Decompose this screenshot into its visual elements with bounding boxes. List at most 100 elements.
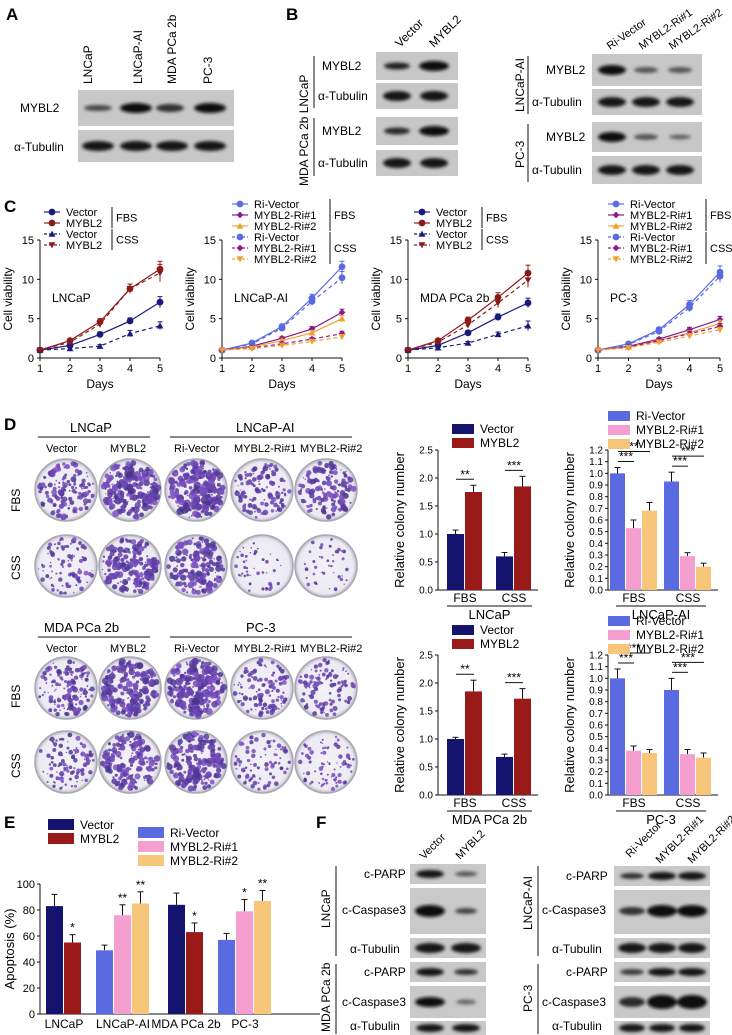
- colony-dot: [320, 467, 326, 473]
- colony-dot: [323, 701, 329, 706]
- colony-dot: [176, 482, 182, 487]
- colony-dot: [191, 537, 194, 540]
- colony-dot: [66, 544, 70, 548]
- colony-dot: [326, 674, 330, 678]
- bar: [626, 528, 641, 590]
- colony-dot: [107, 698, 110, 702]
- colony-dot: [203, 733, 210, 740]
- colony-dot: [201, 566, 206, 571]
- colony-dot: [67, 659, 73, 665]
- colony-dot: [320, 751, 323, 755]
- colony-dot: [315, 496, 319, 501]
- colony-dot: [133, 712, 137, 717]
- data-point: [66, 339, 74, 346]
- y-tick-label: 0.4: [589, 539, 603, 550]
- colony-dot: [56, 771, 58, 773]
- colony-dot: [44, 490, 49, 495]
- data-point: [494, 294, 502, 301]
- colony-dot: [47, 497, 53, 503]
- colony-dot: [321, 742, 324, 744]
- colony-dot: [266, 740, 271, 745]
- y-tick-label: 15: [390, 235, 402, 247]
- colony-dot: [338, 698, 342, 702]
- x-tick-label: 1: [595, 363, 601, 375]
- colony-dot: [243, 565, 247, 570]
- colony-dot: [135, 680, 140, 684]
- legend-label: MYBL2: [436, 218, 472, 230]
- colony-dot: [185, 480, 188, 483]
- colony-dot: [145, 695, 150, 700]
- colony-dot: [45, 494, 50, 499]
- colony-dot: [238, 495, 242, 499]
- colony-dot: [56, 589, 59, 592]
- y-tick-label: 1.1: [589, 457, 603, 468]
- colony-dot: [113, 464, 118, 470]
- significance-label: **: [629, 440, 639, 454]
- bar: [114, 915, 131, 1014]
- colony-dot: [279, 695, 284, 700]
- colony-dot: [198, 536, 203, 541]
- x-tick-label: FBS: [453, 796, 476, 810]
- bar: [664, 690, 679, 795]
- band: [648, 968, 676, 976]
- colony-dot: [203, 699, 208, 704]
- y-tick-label: 0.5: [589, 527, 603, 538]
- colony-dot: [75, 735, 81, 741]
- colony-dot: [211, 549, 213, 552]
- colony-dot: [84, 671, 87, 674]
- x-tick-label: MDA PCa 2b: [151, 1017, 221, 1031]
- colony-dot: [205, 703, 210, 708]
- colony-dot: [172, 567, 178, 573]
- colony-dot: [348, 757, 351, 761]
- x-axis-label: Days: [268, 377, 295, 391]
- colony-dot: [254, 737, 259, 742]
- colony-dot: [281, 746, 284, 749]
- y-tick-label: 0.3: [589, 551, 603, 562]
- colony-dot: [138, 674, 141, 676]
- colony-dot: [287, 760, 291, 764]
- colony-dot: [58, 481, 61, 484]
- row-label: α-Tubulin: [532, 95, 582, 109]
- colony-dot: [74, 748, 80, 754]
- colony-dot: [206, 587, 213, 594]
- colony-dot: [330, 669, 334, 673]
- colony-dot: [320, 762, 324, 765]
- colony-dot: [113, 546, 118, 551]
- y-axis-label: Cell viability: [183, 267, 197, 330]
- colony-dot: [154, 692, 160, 698]
- band: [420, 158, 448, 168]
- colony-dot: [42, 671, 47, 676]
- colony-dot: [325, 465, 328, 468]
- data-point: [418, 208, 426, 216]
- colony-dot: [127, 731, 135, 739]
- row-label: MYBL2: [546, 130, 586, 144]
- colony-dot: [203, 546, 210, 553]
- colony-dot: [125, 680, 133, 688]
- colony-dot: [68, 483, 72, 487]
- colony-dot: [117, 582, 120, 585]
- legend-label: Ri-Vector: [630, 232, 676, 244]
- colony-dot: [325, 507, 328, 509]
- colony-dot: [341, 575, 343, 577]
- y-tick-label: 1.2: [589, 651, 603, 662]
- colony-dot: [142, 703, 147, 707]
- chart-title: LNCaP-AI: [632, 607, 691, 622]
- colony-dot: [334, 735, 338, 739]
- colony-dot: [298, 483, 303, 488]
- colony-dot: [203, 538, 210, 544]
- colony-dot: [328, 474, 330, 477]
- colony-dot: [196, 489, 201, 494]
- band: [120, 141, 152, 151]
- colony-dot: [207, 699, 211, 704]
- colony-dot: [117, 737, 123, 743]
- data-point: [434, 344, 442, 351]
- data-point: [338, 308, 346, 316]
- colony-dot: [52, 679, 56, 684]
- colony-dot: [55, 513, 61, 519]
- colony-dot: [70, 673, 72, 676]
- colony-dot: [188, 682, 191, 685]
- colony-dot: [269, 772, 272, 776]
- bar: [610, 678, 625, 795]
- colony-dot: [213, 557, 216, 560]
